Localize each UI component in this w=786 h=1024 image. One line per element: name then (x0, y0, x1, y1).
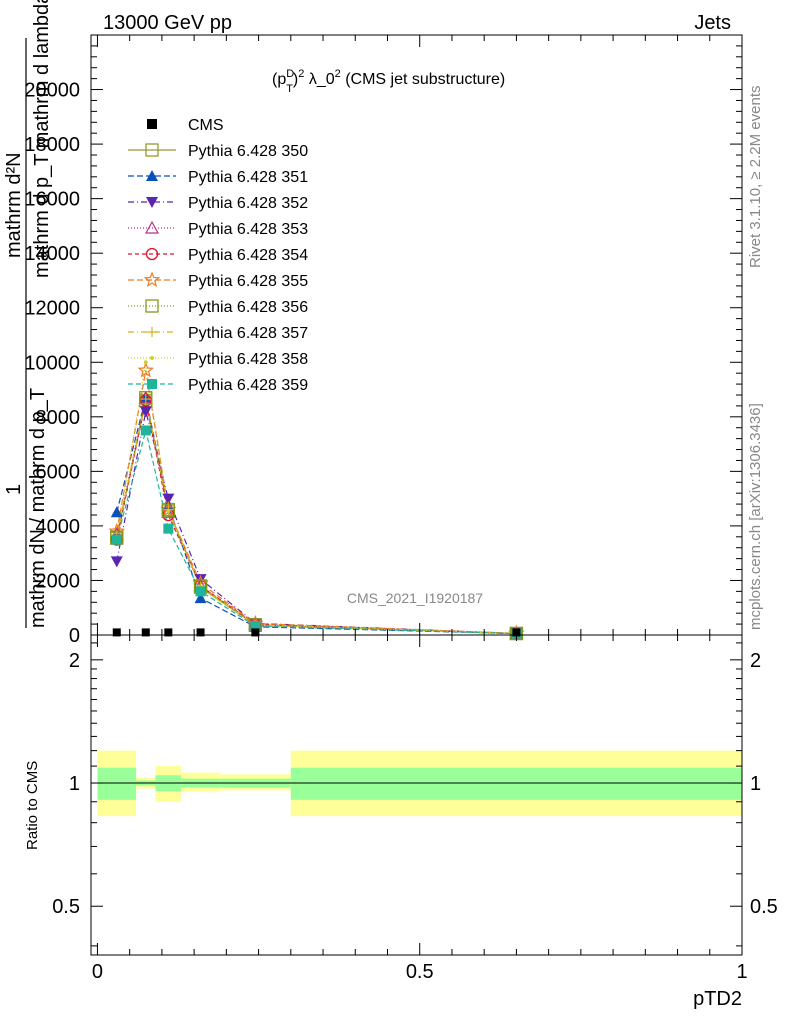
series-marker-9 (140, 425, 151, 436)
data-point (164, 628, 173, 637)
legend-label-9: Pythia 6.428 359 (188, 377, 308, 394)
ratio-band-inner-0 (97, 767, 137, 800)
legend-marker-5 (143, 271, 161, 288)
legend-label-0: Pythia 6.428 350 (188, 143, 308, 160)
ratio-frame (90, 634, 743, 956)
legend-marker-2 (146, 197, 158, 208)
ratio-xtick-label: 1 (736, 961, 747, 983)
ratio-ytick-label: 0.5 (52, 896, 80, 918)
legend-marker-3 (144, 220, 160, 234)
ratio-ytick-label-right: 2 (750, 650, 761, 672)
legend-entry-0: Pythia 6.428 350 (128, 143, 308, 160)
main-ytick-label: 14000 (24, 243, 80, 265)
series-marker-9 (163, 523, 174, 534)
series-line-7 (116, 398, 517, 635)
series-marker-1 (110, 506, 123, 518)
legend-entry-8: Pythia 6.428 358 (128, 351, 308, 368)
legend-label-1: Pythia 6.428 351 (188, 169, 308, 186)
legend-entry-data: CMS (147, 117, 224, 134)
data-point (196, 628, 205, 637)
main-ytick-label: 12000 (24, 298, 80, 320)
legend-label-6: Pythia 6.428 356 (188, 299, 308, 316)
ratio-xtick-label: 0 (92, 961, 103, 983)
legend-label-5: Pythia 6.428 355 (188, 273, 308, 290)
legend-entry-9: Pythia 6.428 359 (128, 377, 308, 394)
legend-marker-7 (147, 327, 157, 337)
series-marker-9 (195, 586, 206, 597)
legend-label-data: CMS (188, 117, 224, 134)
analysis-watermark: CMS_2021_I1920187 (347, 590, 483, 606)
legend-entry-5: Pythia 6.428 355 (128, 271, 308, 290)
data-point (141, 628, 150, 637)
main-ylabel-line-3: 1 (3, 484, 25, 495)
legend-marker-0 (145, 143, 159, 157)
legend-label-3: Pythia 6.428 353 (188, 221, 308, 238)
legend-entry-3: Pythia 6.428 353 (128, 220, 308, 238)
data-point (112, 628, 121, 637)
legend-marker-1 (146, 170, 158, 181)
main-ytick-label: 0 (69, 625, 80, 647)
series-line-9 (116, 430, 517, 635)
series-marker-8 (143, 360, 148, 365)
x-axis-label: pTD2 (693, 988, 742, 1010)
main-ytick-label: 6000 (36, 461, 81, 483)
main-panel: 0 2000 4000 6000 8000 10000 12000 14000 16000 180… (3, 0, 743, 647)
main-ytick-label: 2000 (36, 570, 81, 592)
series-marker-5 (137, 361, 154, 378)
data-point (251, 628, 260, 637)
legend-marker-8 (150, 356, 154, 360)
main-ytick-label: 18000 (24, 134, 80, 156)
ratio-ytick-label-right: 0.5 (750, 896, 778, 918)
series-marker-2 (139, 406, 152, 418)
ratio-ytick-label-right: 1 (750, 773, 761, 795)
main-ylabel-line-2: mathrm d p_T mathrm d lambda (31, 0, 53, 278)
main-ytick-label: 8000 (36, 407, 81, 429)
ratio-ylabel: Ratio to CMS (24, 761, 41, 850)
header-left-label: 13000 GeV pp (103, 12, 232, 34)
main-ylabel-line-4: mathrm dN / mathrm d p_T (27, 388, 49, 628)
legend-marker-6 (145, 299, 159, 313)
ratio-band-inner-5 (290, 767, 742, 800)
legend-entry-7: Pythia 6.428 357 (128, 325, 308, 342)
legend-label-8: Pythia 6.428 358 (188, 351, 308, 368)
rivet-version-label: Rivet 3.1.10, ≥ 2.2M events (747, 86, 764, 269)
main-title: (pD T)2 λ_02 (CMS jet substructure) (272, 68, 505, 95)
main-ytick-label: 10000 (24, 352, 80, 374)
main-ylabel: mathrm d²N mathrm d p_T mathrm d lambda … (3, 0, 53, 628)
legend-marker-4 (145, 247, 159, 261)
legend-entry-2: Pythia 6.428 352 (128, 195, 308, 212)
main-ytick-label: 20000 (24, 80, 80, 102)
main-ytick-label: 4000 (36, 516, 81, 538)
series-marker-9 (250, 621, 261, 631)
series-marker-1 (194, 592, 207, 604)
ratio-panel: 0.5 0.5 1 1 2 2 0 0.5 1 Ratio to CMS pTD2 (24, 634, 778, 1010)
legend-entry-4: Pythia 6.428 354 (128, 247, 308, 264)
main-ytick-label: 16000 (24, 189, 80, 211)
series-marker-2 (162, 493, 175, 505)
legend-label-4: Pythia 6.428 354 (188, 247, 308, 264)
series-marker-8 (166, 508, 171, 513)
header-right-label: Jets (694, 12, 731, 34)
mcplots-label: mcplots.cern.ch [arXiv:1306.3436] (747, 403, 764, 630)
legend-marker-9 (147, 379, 157, 389)
main-ylabel-line-1: mathrm d²N (3, 152, 25, 258)
legend-entry-1: Pythia 6.428 351 (128, 169, 308, 186)
ratio-ytick-label: 1 (69, 773, 80, 795)
legend: CMS Pythia 6.428 350 Pythia 6.428 351 Pythi… (128, 117, 308, 394)
series-marker-7 (140, 394, 151, 405)
series-marker-9 (111, 534, 122, 545)
ratio-xtick-label: 0.5 (406, 961, 434, 983)
legend-label-7: Pythia 6.428 357 (188, 325, 308, 342)
series-marker-2 (110, 556, 123, 568)
legend-marker-data (147, 119, 157, 129)
legend-label-2: Pythia 6.428 352 (188, 195, 308, 212)
legend-entry-6: Pythia 6.428 356 (128, 299, 308, 316)
ratio-ytick-label: 2 (69, 650, 80, 672)
